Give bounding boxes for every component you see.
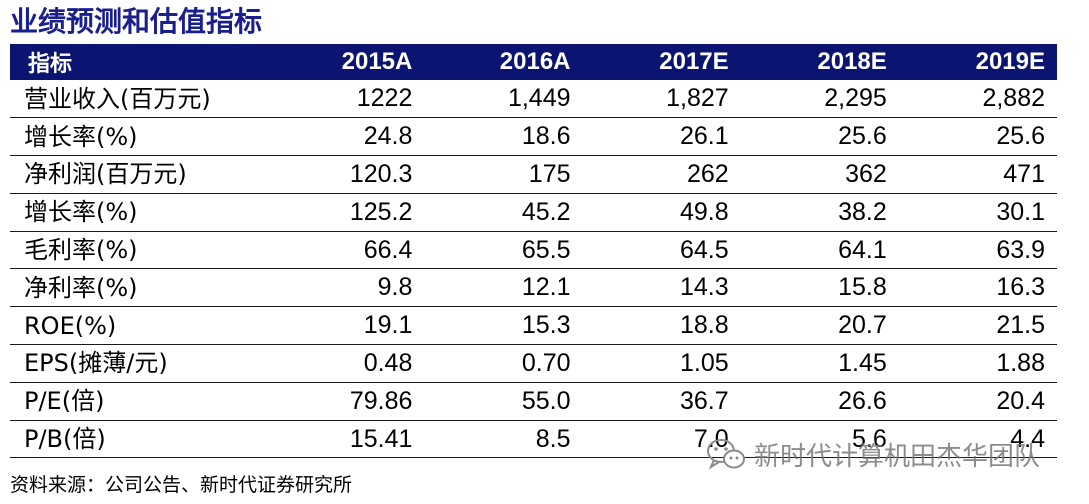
table-row: ROE(%) 19.1 15.3 18.8 20.7 21.5 (10, 307, 1057, 345)
table-cell: 1222 (356, 84, 413, 113)
table-row: 净利率(%) 9.8 12.1 14.3 15.8 16.3 (10, 269, 1057, 307)
forecast-table: 指标 2015A 2016A 2017E 2018E 2019E 营业收入(百万… (10, 44, 1057, 458)
table-row: P/E(倍) 79.86 55.0 36.7 26.6 20.4 (10, 382, 1057, 421)
table-cell: 15.8 (838, 273, 887, 302)
table-row: 增长率(%) 125.2 45.2 49.8 38.2 30.1 (10, 193, 1057, 232)
table-cell: 20.4 (996, 386, 1045, 415)
table-row: 毛利率(%) 66.4 65.5 64.5 64.1 63.9 (10, 231, 1057, 269)
row-label: 增长率(%) (24, 122, 138, 151)
table-cell: 25.6 (838, 122, 887, 151)
header-cell-2018E: 2018E (817, 48, 887, 75)
table-cell: 120.3 (349, 159, 413, 188)
table-cell: 79.86 (349, 386, 413, 415)
table-cell: 25.6 (996, 122, 1045, 151)
table-cell: 5.6 (852, 424, 887, 453)
table-cell: 64.1 (838, 235, 887, 264)
table-row: 净利润(百万元) 120.3 175 262 362 471 (10, 156, 1057, 194)
table-cell: 2,295 (824, 84, 887, 113)
table-cell: 66.4 (363, 235, 413, 264)
watermark: 新时代计算机田杰华团队 (706, 436, 1040, 472)
table-cell: 1,449 (507, 84, 571, 113)
table-cell: 26.1 (679, 122, 729, 151)
table-header-row: 指标 2015A 2016A 2017E 2018E 2019E (10, 44, 1057, 80)
forecast-table-container: 指标 2015A 2016A 2017E 2018E 2019E 营业收入(百万… (10, 44, 1057, 458)
header-cell-2015A: 2015A (341, 48, 413, 75)
table-cell: 64.5 (679, 235, 729, 264)
row-label: 毛利率(%) (24, 236, 138, 265)
table-row: P/B(倍) 15.41 8.5 7.0 5.6 4.4 (10, 420, 1057, 458)
table-row: 增长率(%) 24.8 18.6 26.1 25.6 25.6 (10, 118, 1057, 156)
table-cell: 63.9 (996, 235, 1045, 264)
row-label: P/E(倍) (24, 387, 105, 416)
table-cell: 26.6 (838, 386, 887, 415)
table-cell: 1.88 (996, 348, 1045, 377)
table-cell: 1.45 (838, 348, 887, 377)
table-row: EPS(摊薄/元) 0.48 0.70 1.05 1.45 1.88 (10, 345, 1057, 383)
table-row: 营业收入(百万元) 1222 1,449 1,827 2,295 2,882 (10, 80, 1057, 118)
table-cell: 18.8 (679, 311, 729, 340)
table-cell: 55.0 (521, 386, 571, 415)
source-note: 资料来源：公司公告、新时代证券研究所 (10, 474, 353, 496)
table-cell: 14.3 (679, 273, 729, 302)
watermark-text: 新时代计算机田杰华团队 (754, 441, 1041, 472)
row-label: 净利润(百万元) (24, 160, 187, 189)
table-cell: 0.70 (521, 348, 571, 377)
table-cell: 1,827 (666, 84, 729, 113)
header-cell-2017E: 2017E (659, 48, 729, 75)
page-title: 业绩预测和估值指标 (10, 5, 263, 38)
table-cell: 36.7 (679, 386, 729, 415)
table-cell: 262 (686, 159, 729, 188)
table-cell: 9.8 (377, 273, 413, 302)
table-cell: 30.1 (996, 197, 1045, 226)
table-cell: 21.5 (996, 311, 1045, 340)
table-cell: 24.8 (363, 122, 413, 151)
table-cell: 20.7 (838, 311, 887, 340)
row-label: 净利率(%) (24, 273, 138, 302)
table-cell: 19.1 (363, 311, 413, 340)
table-cell: 0.48 (363, 348, 413, 377)
wechat-icon (707, 439, 745, 470)
table-cell: 1.05 (679, 348, 729, 377)
table-cell: 471 (1003, 159, 1045, 188)
row-label: 增长率(%) (24, 198, 138, 227)
table-cell: 18.6 (521, 122, 571, 151)
table-cell: 175 (528, 159, 571, 188)
table-cell: 362 (845, 159, 887, 188)
table-cell: 65.5 (521, 235, 571, 264)
row-label: ROE(%) (24, 311, 117, 340)
header-cell-indicator: 指标 (28, 52, 73, 77)
header-cell-2016A: 2016A (499, 48, 571, 75)
table-cell: 15.41 (349, 424, 413, 453)
table-cell: 7.0 (693, 424, 729, 453)
table-cell: 49.8 (679, 197, 729, 226)
row-label: EPS(摊薄/元) (24, 349, 168, 378)
table-cell: 15.3 (521, 311, 571, 340)
table-cell: 38.2 (838, 197, 887, 226)
table-cell: 12.1 (521, 273, 571, 302)
table-cell: 125.2 (349, 197, 413, 226)
row-label: P/B(倍) (24, 425, 106, 454)
table-cell: 16.3 (996, 273, 1045, 302)
table-cell: 4.4 (1010, 424, 1045, 453)
table-cell: 8.5 (535, 424, 571, 453)
table-cell: 45.2 (521, 197, 571, 226)
header-cell-2019E: 2019E (975, 48, 1045, 75)
row-label: 营业收入(百万元) (24, 84, 211, 113)
table-cell: 2,882 (982, 84, 1045, 113)
